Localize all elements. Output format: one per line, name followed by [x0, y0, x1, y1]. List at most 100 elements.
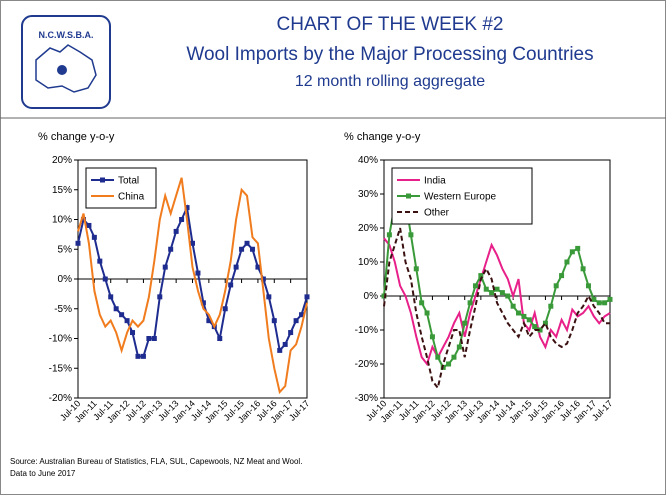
series-marker — [233, 264, 239, 270]
y-tick-label: 40% — [358, 155, 378, 166]
series-marker — [575, 245, 581, 251]
y-tick-label: -10% — [49, 334, 72, 345]
series-marker — [585, 283, 591, 289]
series-marker — [282, 341, 288, 347]
series-line — [77, 177, 308, 395]
series-marker — [162, 264, 168, 270]
series-marker — [119, 312, 125, 318]
series-marker — [200, 300, 206, 306]
legend-label: India — [424, 176, 446, 187]
y-tick-label: -10% — [355, 325, 378, 336]
series-marker — [293, 318, 299, 324]
series-marker — [184, 205, 190, 211]
series-marker — [168, 246, 174, 252]
y-tick-label: 20% — [358, 223, 378, 234]
series-marker — [288, 330, 294, 336]
legend-marker — [100, 177, 105, 183]
series-marker — [607, 296, 613, 302]
series-marker — [222, 306, 228, 312]
y-axis-label: % change y-o-y — [38, 131, 115, 143]
y-tick-label: 0% — [58, 274, 73, 285]
series-marker — [190, 240, 195, 246]
series-marker — [304, 294, 310, 300]
series-marker — [173, 228, 179, 234]
logo-icon — [57, 65, 67, 75]
series-marker — [510, 303, 516, 309]
series-marker — [140, 353, 146, 359]
source: Data to June 2017 — [10, 469, 76, 478]
series-marker — [413, 266, 419, 272]
series-marker — [206, 318, 212, 324]
series-marker — [559, 273, 565, 279]
source: Source: Australian Bureau of Statistics,… — [10, 457, 302, 466]
series-marker — [494, 286, 500, 292]
series-marker — [386, 232, 392, 238]
y-tick-label: 20% — [52, 155, 72, 166]
logo-text: N.C.W.S.B.A. — [38, 30, 93, 40]
series-marker — [255, 264, 261, 270]
series-marker — [299, 312, 305, 318]
series-marker — [381, 293, 387, 299]
series-marker — [521, 313, 527, 319]
note: 12 month rolling aggregate — [295, 73, 485, 90]
series-marker — [564, 259, 570, 265]
legend-box — [85, 167, 157, 209]
series-marker — [516, 310, 522, 316]
y-tick-label: 30% — [358, 189, 378, 200]
series-marker — [80, 217, 86, 222]
y-tick-label: -15% — [49, 363, 72, 374]
series-marker — [151, 336, 157, 341]
series-marker — [408, 232, 414, 238]
legend-label: Total — [118, 176, 139, 187]
series-marker — [135, 353, 141, 359]
series-marker — [75, 240, 81, 246]
series-marker — [244, 240, 250, 246]
series-marker — [424, 310, 430, 316]
series-marker — [526, 317, 532, 323]
y-tick-label: -20% — [49, 393, 72, 404]
series-marker — [505, 293, 511, 299]
series-marker — [113, 306, 119, 312]
series-marker — [542, 320, 548, 326]
title: CHART OF THE WEEK #2 — [277, 14, 504, 35]
series-marker — [157, 294, 163, 300]
legend-marker — [406, 193, 411, 199]
series-marker — [451, 354, 457, 360]
series-marker — [435, 354, 441, 360]
series-marker — [91, 234, 97, 240]
series-marker — [456, 344, 462, 350]
series-marker — [472, 283, 478, 289]
series-line — [383, 227, 610, 391]
series-marker — [86, 222, 92, 228]
series-marker — [591, 296, 597, 302]
y-tick-label: 10% — [358, 257, 378, 268]
legend-label: China — [118, 192, 145, 203]
series-marker — [467, 300, 473, 306]
series-marker — [217, 336, 223, 341]
series-marker — [483, 286, 489, 292]
legend-label: Other — [424, 208, 450, 219]
series-marker — [580, 266, 586, 272]
series-marker — [266, 294, 272, 300]
y-tick-label: 10% — [52, 215, 72, 226]
series-marker — [179, 217, 185, 222]
series-marker — [499, 290, 505, 296]
series-marker — [596, 300, 602, 306]
series-marker — [569, 249, 575, 255]
series-marker — [462, 320, 468, 326]
y-tick-label: 15% — [52, 185, 72, 196]
series-marker — [249, 246, 255, 252]
y-tick-label: 5% — [58, 244, 73, 255]
series-marker — [602, 300, 608, 306]
series-marker — [489, 290, 495, 296]
y-tick-label: -30% — [355, 393, 378, 404]
series-marker — [271, 318, 277, 324]
series-marker — [97, 258, 103, 264]
y-tick-label: -20% — [355, 359, 378, 370]
series-marker — [553, 283, 559, 289]
plot-frame — [383, 159, 611, 399]
logo-map — [35, 44, 97, 93]
legend-label: Western Europe — [424, 192, 497, 203]
series-marker — [130, 330, 136, 336]
